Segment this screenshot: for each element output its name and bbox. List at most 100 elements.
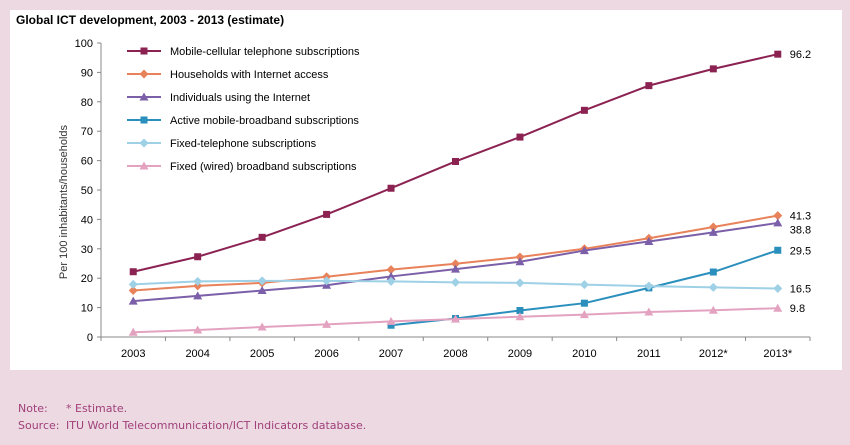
footnote-note: Note: * Estimate. bbox=[18, 402, 127, 415]
y-tick-label: 60 bbox=[81, 156, 93, 168]
legend-label: Fixed (wired) broadband subscriptions bbox=[170, 161, 357, 173]
data-point bbox=[193, 276, 203, 286]
legend: Mobile-cellular telephone subscriptions H… bbox=[127, 46, 360, 173]
end-value-label: 9.8 bbox=[790, 303, 805, 315]
data-point bbox=[773, 218, 783, 227]
legend-label: Fixed-telephone subscriptions bbox=[170, 138, 317, 150]
x-tick-label: 2007 bbox=[379, 348, 403, 360]
axes: 0 10 20 30 40 50 60 70 80 90 100 2003 2004 2005 2006 20… bbox=[75, 38, 811, 360]
footnote-source: Source: ITU World Telecommunication/ICT I… bbox=[18, 419, 366, 432]
legend-item-4: Active mobile-broadband subscriptions bbox=[127, 115, 359, 127]
chart-title: Global ICT development, 2003 - 2013 (est… bbox=[16, 13, 284, 27]
data-point bbox=[773, 283, 783, 293]
data-point bbox=[257, 286, 267, 295]
data-point bbox=[773, 303, 783, 312]
data-point bbox=[128, 296, 138, 305]
end-value-label: 41.3 bbox=[790, 211, 811, 223]
x-tick-label: 2006 bbox=[314, 348, 338, 360]
series-1: 96.2 bbox=[129, 49, 811, 276]
data-point bbox=[128, 279, 138, 289]
data-point bbox=[194, 253, 202, 261]
series-2: 41.3 bbox=[128, 211, 811, 296]
y-tick-label: 100 bbox=[75, 38, 93, 50]
data-point bbox=[709, 65, 717, 73]
note-label: Note: bbox=[18, 402, 48, 415]
source-text: ITU World Telecommunication/ICT Indicato… bbox=[66, 419, 367, 432]
y-tick-label: 70 bbox=[81, 126, 93, 138]
data-point bbox=[774, 246, 782, 254]
data-point bbox=[774, 50, 782, 58]
y-tick-label: 40 bbox=[81, 214, 93, 226]
end-value-label: 38.8 bbox=[790, 225, 811, 237]
data-point bbox=[516, 133, 524, 141]
data-point bbox=[708, 305, 718, 314]
data-point bbox=[579, 310, 589, 319]
data-point bbox=[386, 265, 396, 275]
legend-marker bbox=[139, 161, 149, 170]
legend-label: Mobile-cellular telephone subscriptions bbox=[170, 46, 360, 58]
data-point bbox=[516, 307, 524, 315]
data-point bbox=[515, 278, 525, 288]
data-point bbox=[128, 327, 138, 336]
note-text: * Estimate. bbox=[66, 402, 128, 415]
legend-item-3: Individuals using the Internet bbox=[127, 92, 310, 104]
legend-marker bbox=[140, 47, 148, 55]
data-point bbox=[515, 257, 525, 266]
legend-label: Active mobile-broadband subscriptions bbox=[170, 115, 359, 127]
x-tick-label: 2010 bbox=[572, 348, 596, 360]
chart-panel: Global ICT development, 2003 - 2013 (est… bbox=[10, 10, 842, 370]
data-point bbox=[451, 277, 460, 287]
y-tick-label: 80 bbox=[81, 97, 93, 109]
y-tick-label: 90 bbox=[81, 67, 93, 79]
y-tick-label: 10 bbox=[81, 303, 93, 315]
y-tick-label: 30 bbox=[81, 244, 93, 256]
data-point bbox=[645, 82, 653, 90]
series-5: 16.5 bbox=[128, 276, 811, 295]
data-point bbox=[708, 222, 718, 232]
line-chart: Global ICT development, 2003 - 2013 (est… bbox=[16, 13, 811, 360]
legend-marker bbox=[139, 92, 149, 101]
x-tick-label: 2008 bbox=[443, 348, 467, 360]
data-point bbox=[386, 316, 396, 325]
y-axis-label: Per 100 inhabitants/households bbox=[58, 124, 70, 279]
data-point bbox=[644, 307, 654, 316]
data-point bbox=[257, 276, 267, 286]
legend-item-5: Fixed-telephone subscriptions bbox=[127, 138, 317, 150]
data-point bbox=[323, 210, 331, 218]
data-point bbox=[258, 233, 266, 241]
legend-label: Households with Internet access bbox=[170, 69, 329, 81]
legend-item-1: Mobile-cellular telephone subscriptions bbox=[127, 46, 360, 58]
data-point bbox=[515, 252, 525, 262]
legend-marker bbox=[139, 138, 149, 148]
data-point bbox=[257, 322, 267, 331]
series-6: 9.8 bbox=[128, 303, 805, 336]
data-point bbox=[193, 325, 203, 334]
end-value-label: 96.2 bbox=[790, 49, 811, 61]
x-tick-label: 2009 bbox=[508, 348, 532, 360]
y-tick-label: 0 bbox=[87, 332, 93, 344]
legend-marker bbox=[140, 116, 148, 124]
legend-item-6: Fixed (wired) broadband subscriptions bbox=[127, 161, 357, 173]
source-label: Source: bbox=[18, 419, 60, 432]
legend-item-2: Households with Internet access bbox=[127, 69, 329, 81]
series-3: 38.8 bbox=[128, 218, 811, 305]
data-point bbox=[644, 281, 654, 291]
legend-label: Individuals using the Internet bbox=[170, 92, 310, 104]
data-point bbox=[386, 276, 396, 286]
data-point bbox=[579, 280, 589, 290]
end-value-label: 29.5 bbox=[790, 245, 811, 257]
x-tick-label: 2011 bbox=[637, 348, 661, 360]
data-point bbox=[515, 312, 525, 321]
legend-marker bbox=[139, 69, 149, 79]
data-point bbox=[451, 314, 460, 323]
data-point bbox=[322, 319, 332, 328]
y-tick-label: 50 bbox=[81, 185, 93, 197]
data-point bbox=[387, 321, 395, 329]
data-point bbox=[452, 157, 459, 165]
x-tick-label: 2013* bbox=[763, 348, 792, 360]
data-point bbox=[709, 268, 717, 276]
data-point bbox=[708, 227, 718, 236]
end-value-label: 16.5 bbox=[790, 283, 811, 295]
data-point bbox=[773, 211, 783, 221]
data-point bbox=[129, 268, 137, 276]
